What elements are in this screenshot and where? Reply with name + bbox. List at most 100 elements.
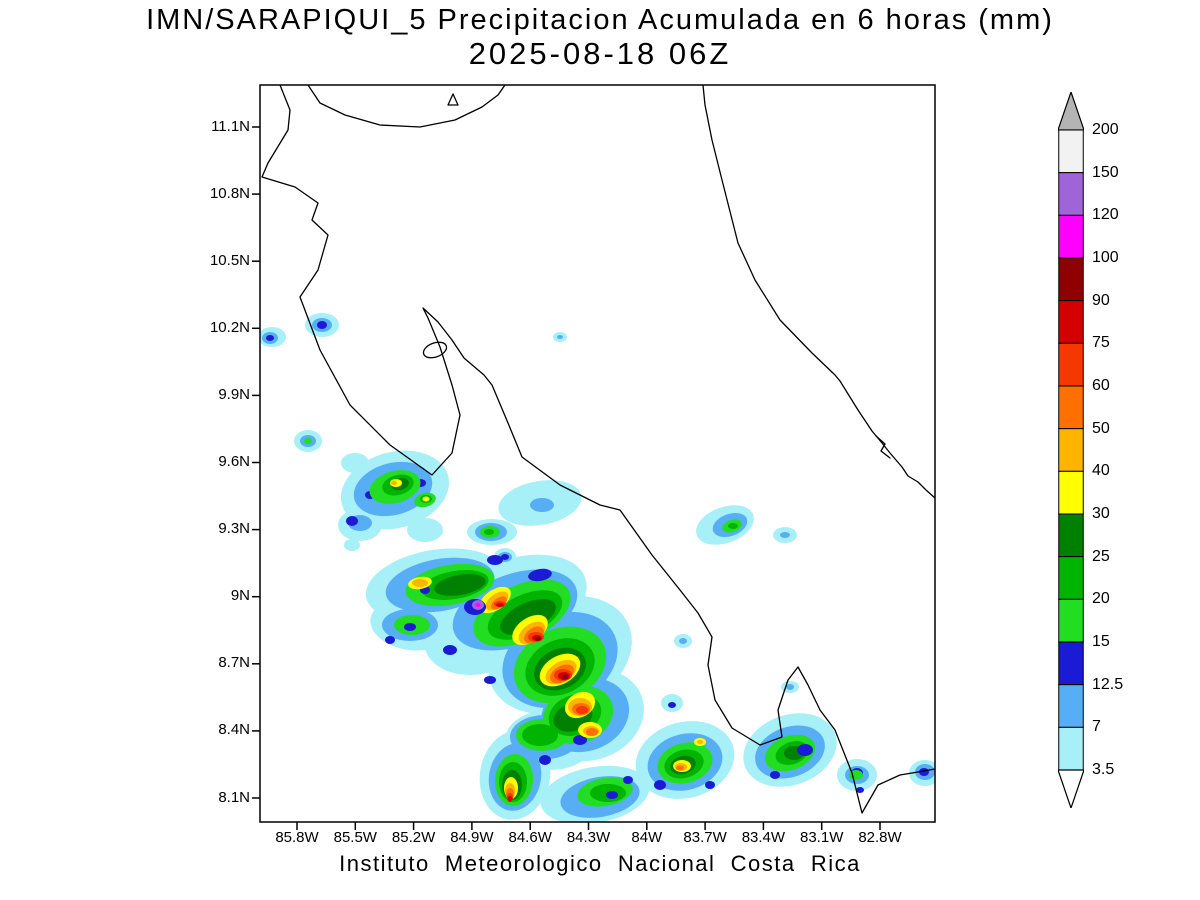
precip-cell-c3 [385, 636, 395, 644]
colorbar-tick-label: 200 [1092, 121, 1119, 138]
precip-cell-c6 [434, 574, 486, 596]
colorbar-segments [1058, 129, 1084, 771]
lon-tick-label: 82.8W [858, 829, 902, 846]
colorbar-tick-label: 3.5 [1092, 761, 1115, 778]
colorbar-tick-label: 30 [1092, 505, 1110, 522]
precip-cell-c3 [501, 554, 509, 560]
footer-caption: Instituto Meteorologico Nacional Costa R… [339, 851, 861, 876]
precip-cell-c3 [443, 645, 457, 655]
lat-tick-label: 8.4N [218, 721, 250, 739]
lat-tick-label: 9.6N [218, 453, 250, 470]
chart-subtitle-datetime: 2025-08-18 06Z [468, 36, 732, 71]
colorbar-segment [1058, 726, 1084, 771]
colorbar-segment [1058, 214, 1084, 259]
colorbar-segment [1058, 428, 1084, 472]
lon-tick-label: 85.8W [275, 829, 319, 846]
precip-cell-c3 [606, 791, 618, 799]
precip-cell-c2 [530, 498, 554, 512]
precip-cell-c12 [535, 637, 541, 641]
precip-cell-c3 [487, 555, 503, 565]
precip-cell-c5 [484, 529, 494, 535]
precip-cell-c3 [266, 335, 274, 341]
colorbar-tick-label: 20 [1092, 590, 1110, 608]
precip-cell-c2 [679, 638, 687, 644]
precip-cell-c9 [586, 728, 598, 736]
colorbar-segment [1058, 342, 1084, 387]
precip-cell-c13 [475, 603, 481, 607]
lon-tick-label: 85.5W [333, 829, 377, 846]
precip-cell-c3 [856, 787, 864, 793]
colorbar [1058, 92, 1084, 808]
lat-tick-label: 9.9N [218, 385, 250, 403]
lat-tick-label: 10.2N [209, 318, 250, 336]
colorbar-tick-label: 40 [1092, 462, 1110, 480]
precip-cell-c5 [728, 523, 738, 529]
colorbar-segment [1058, 598, 1084, 643]
precip-cell-c7 [422, 496, 430, 502]
precip-cell-c3 [528, 568, 552, 582]
colorbar-tick-label: 60 [1092, 377, 1110, 394]
precip-cell-c3 [654, 780, 666, 790]
colorbar-tick-label: 75 [1092, 334, 1110, 352]
lake-nicaragua-shore [307, 85, 506, 128]
precip-cell-c2 [786, 684, 794, 690]
lon-tick-label: 83.4W [741, 829, 786, 846]
precip-cell-c3 [797, 744, 813, 756]
colorbar-segment [1058, 129, 1084, 174]
colorbar-tick-label: 90 [1092, 291, 1110, 309]
colorbar-segment [1058, 684, 1084, 728]
precip-cell-c3 [484, 676, 496, 684]
precip-cell-c1 [341, 453, 369, 473]
colorbar-tick-label: 120 [1092, 206, 1119, 224]
coastlines [261, 85, 935, 814]
lon-tick-label: 84W [631, 829, 663, 846]
precip-cell-c3 [404, 623, 416, 631]
precip-cell-c12 [561, 674, 569, 680]
lat-tick-label: 8.7N [218, 654, 250, 672]
precip-cell-c3 [346, 516, 358, 526]
precip-cell-c2 [557, 335, 563, 339]
precip-cell-c8 [391, 481, 397, 485]
precip-cell-c3 [317, 321, 327, 329]
colorbar-tick-label: 50 [1092, 419, 1110, 437]
coastline-caribbean [702, 85, 935, 499]
precip-cell-c3 [573, 735, 587, 745]
colorbar-segment [1058, 641, 1084, 686]
lon-tick-label: 83.1W [800, 829, 844, 846]
coastline-pacific [261, 85, 935, 814]
lon-tick-label: 84.3W [566, 829, 611, 846]
precip-cell-c6 [500, 599, 556, 635]
lon-tick-label: 84.6W [508, 829, 552, 846]
precip-cell-c3 [539, 755, 551, 765]
lat-tick-label: 10.8N [209, 184, 250, 202]
colorbar-segment [1058, 300, 1084, 344]
lat-tick-label: 11.1N [211, 117, 250, 135]
colorbar-over-arrow [1058, 92, 1084, 131]
precip-cell-c4 [304, 438, 312, 444]
lat-tick-label: 8.1N [218, 788, 250, 806]
colorbar-tick-label: 25 [1092, 547, 1110, 565]
precip-cell-c1 [344, 539, 360, 551]
axis-ticks [252, 126, 881, 830]
precip-cell-c3 [623, 776, 633, 784]
lat-tick-label: 9N [230, 587, 250, 605]
lon-tick-label: 84.9W [450, 829, 494, 846]
map-frame [259, 84, 936, 823]
colorbar-segment [1058, 470, 1084, 515]
colorbar-segment [1058, 385, 1084, 430]
colorbar-tick-label: 12.5 [1092, 675, 1124, 693]
colorbar-tick-label: 7 [1092, 718, 1101, 736]
colorbar-segment [1058, 172, 1084, 216]
precip-cell-c10 [576, 706, 588, 714]
caribbean-lagoon [875, 435, 891, 459]
precip-cell-c3 [668, 702, 676, 708]
lat-tick-label: 9.3N [218, 520, 250, 538]
precip-cell-c8 [697, 740, 703, 744]
precip-cell-c3 [770, 771, 780, 779]
lon-tick-label: 85.2W [391, 829, 436, 846]
precipitation-field [260, 313, 935, 822]
lat-tick-label: 10.5N [209, 251, 250, 269]
chart-title: IMN/SARAPIQUI_5 Precipitacion Acumulada … [146, 4, 1054, 36]
lake-island-icon [447, 93, 459, 106]
